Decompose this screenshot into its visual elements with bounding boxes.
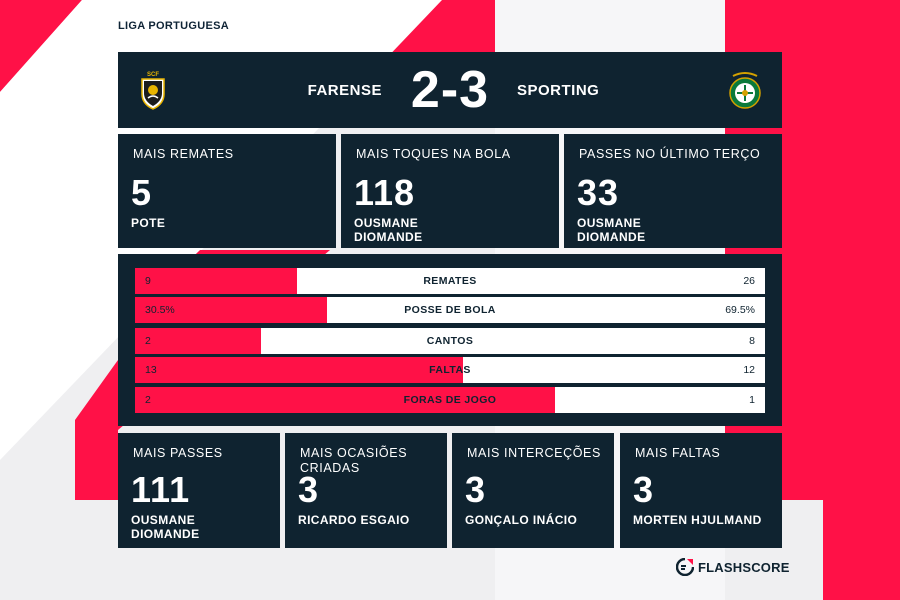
card-title: MAIS REMATES <box>133 147 234 161</box>
leader-card-interceptions: MAIS INTERCEÇÕES 3 GONÇALO INÁCIO <box>452 433 614 548</box>
card-title: PASSES NO ÚLTIMO TERÇO <box>579 147 761 161</box>
sporting-crest-icon <box>729 72 761 109</box>
away-value: 8 <box>749 335 755 347</box>
home-value: 2 <box>145 335 151 347</box>
card-player: RICARDO ESGAIO <box>298 513 410 527</box>
stat-row-fouls: 13 FALTAS 12 <box>135 357 765 383</box>
stat-label: CANTOS <box>426 335 474 347</box>
home-team-name: FARENSE <box>307 82 382 99</box>
farense-crest-icon: SCF <box>141 72 165 110</box>
home-share-bar <box>135 297 328 323</box>
leader-card-fouls: MAIS FALTAS 3 MORTEN HJULMAND <box>620 433 782 548</box>
stat-row-offsides: 2 FORAS DE JOGO 1 <box>135 387 765 413</box>
card-player: POTE <box>131 216 166 230</box>
card-value: 5 <box>131 172 153 213</box>
card-player: GONÇALO INÁCIO <box>465 513 578 527</box>
card-value: 118 <box>354 172 416 213</box>
card-player: OUSMANE DIOMANDE <box>354 216 423 244</box>
stat-label: FALTAS <box>429 364 471 376</box>
home-value: 30.5% <box>145 304 175 316</box>
match-header: SCF FARENSE 2-3 SPORTING <box>118 52 782 128</box>
card-player: OUSMANE DIOMANDE <box>577 216 646 244</box>
leader-card-passes: MAIS PASSES 111 OUSMANE DIOMANDE <box>118 433 280 548</box>
card-value: 3 <box>298 469 320 510</box>
leader-card-touches: MAIS TOQUES NA BOLA 118 OUSMANE DIOMANDE <box>341 134 559 248</box>
stat-row-possession: 30.5% POSSE DE BOLA 69.5% <box>135 297 765 323</box>
stat-label: REMATES <box>423 275 477 287</box>
away-team-name: SPORTING <box>517 82 600 99</box>
card-value: 111 <box>131 469 191 510</box>
stats-comparison: 9 REMATES 26 30.5% POSSE DE BOLA 69.5% 2… <box>118 254 782 426</box>
stat-row-shots: 9 REMATES 26 <box>135 268 765 294</box>
home-share-bar <box>135 387 556 413</box>
leader-card-shots: MAIS REMATES 5 POTE <box>118 134 336 248</box>
brand-name: FLASHSCORE <box>698 559 790 575</box>
flashscore-logo-icon <box>676 558 694 576</box>
stat-row-corners: 2 CANTOS 8 <box>135 328 765 354</box>
match-score: 2-3 <box>410 61 490 119</box>
home-value: 13 <box>145 364 157 376</box>
home-value: 9 <box>145 275 151 287</box>
card-player: OUSMANE DIOMANDE <box>131 513 200 541</box>
stat-label: POSSE DE BOLA <box>404 304 496 316</box>
away-value: 1 <box>749 394 755 406</box>
card-title: MAIS TOQUES NA BOLA <box>356 147 511 161</box>
card-title: MAIS FALTAS <box>635 446 721 460</box>
home-share-bar <box>135 268 297 294</box>
home-value: 2 <box>145 394 151 406</box>
away-value: 26 <box>743 275 755 287</box>
svg-text:SCF: SCF <box>147 72 159 78</box>
card-value: 3 <box>633 469 655 510</box>
card-player: MORTEN HJULMAND <box>633 513 762 527</box>
card-value: 3 <box>465 469 487 510</box>
stat-label: FORAS DE JOGO <box>403 394 497 406</box>
card-value: 33 <box>577 172 620 213</box>
home-share-bar <box>135 328 261 354</box>
league-name: LIGA PORTUGUESA <box>118 20 230 32</box>
card-title: MAIS INTERCEÇÕES <box>467 446 601 460</box>
away-value: 69.5% <box>725 304 755 316</box>
home-share-bar <box>135 357 463 383</box>
leader-card-chances-created: MAIS OCASIÕES CRIADAS 3 RICARDO ESGAIO <box>285 433 447 548</box>
card-title: MAIS OCASIÕES CRIADAS <box>300 446 408 475</box>
flashscore-brand: FLASHSCORE <box>676 557 790 577</box>
away-value: 12 <box>743 364 755 376</box>
card-title: MAIS PASSES <box>133 446 223 460</box>
leader-card-final-third-passes: PASSES NO ÚLTIMO TERÇO 33 OUSMANE DIOMAN… <box>564 134 782 248</box>
